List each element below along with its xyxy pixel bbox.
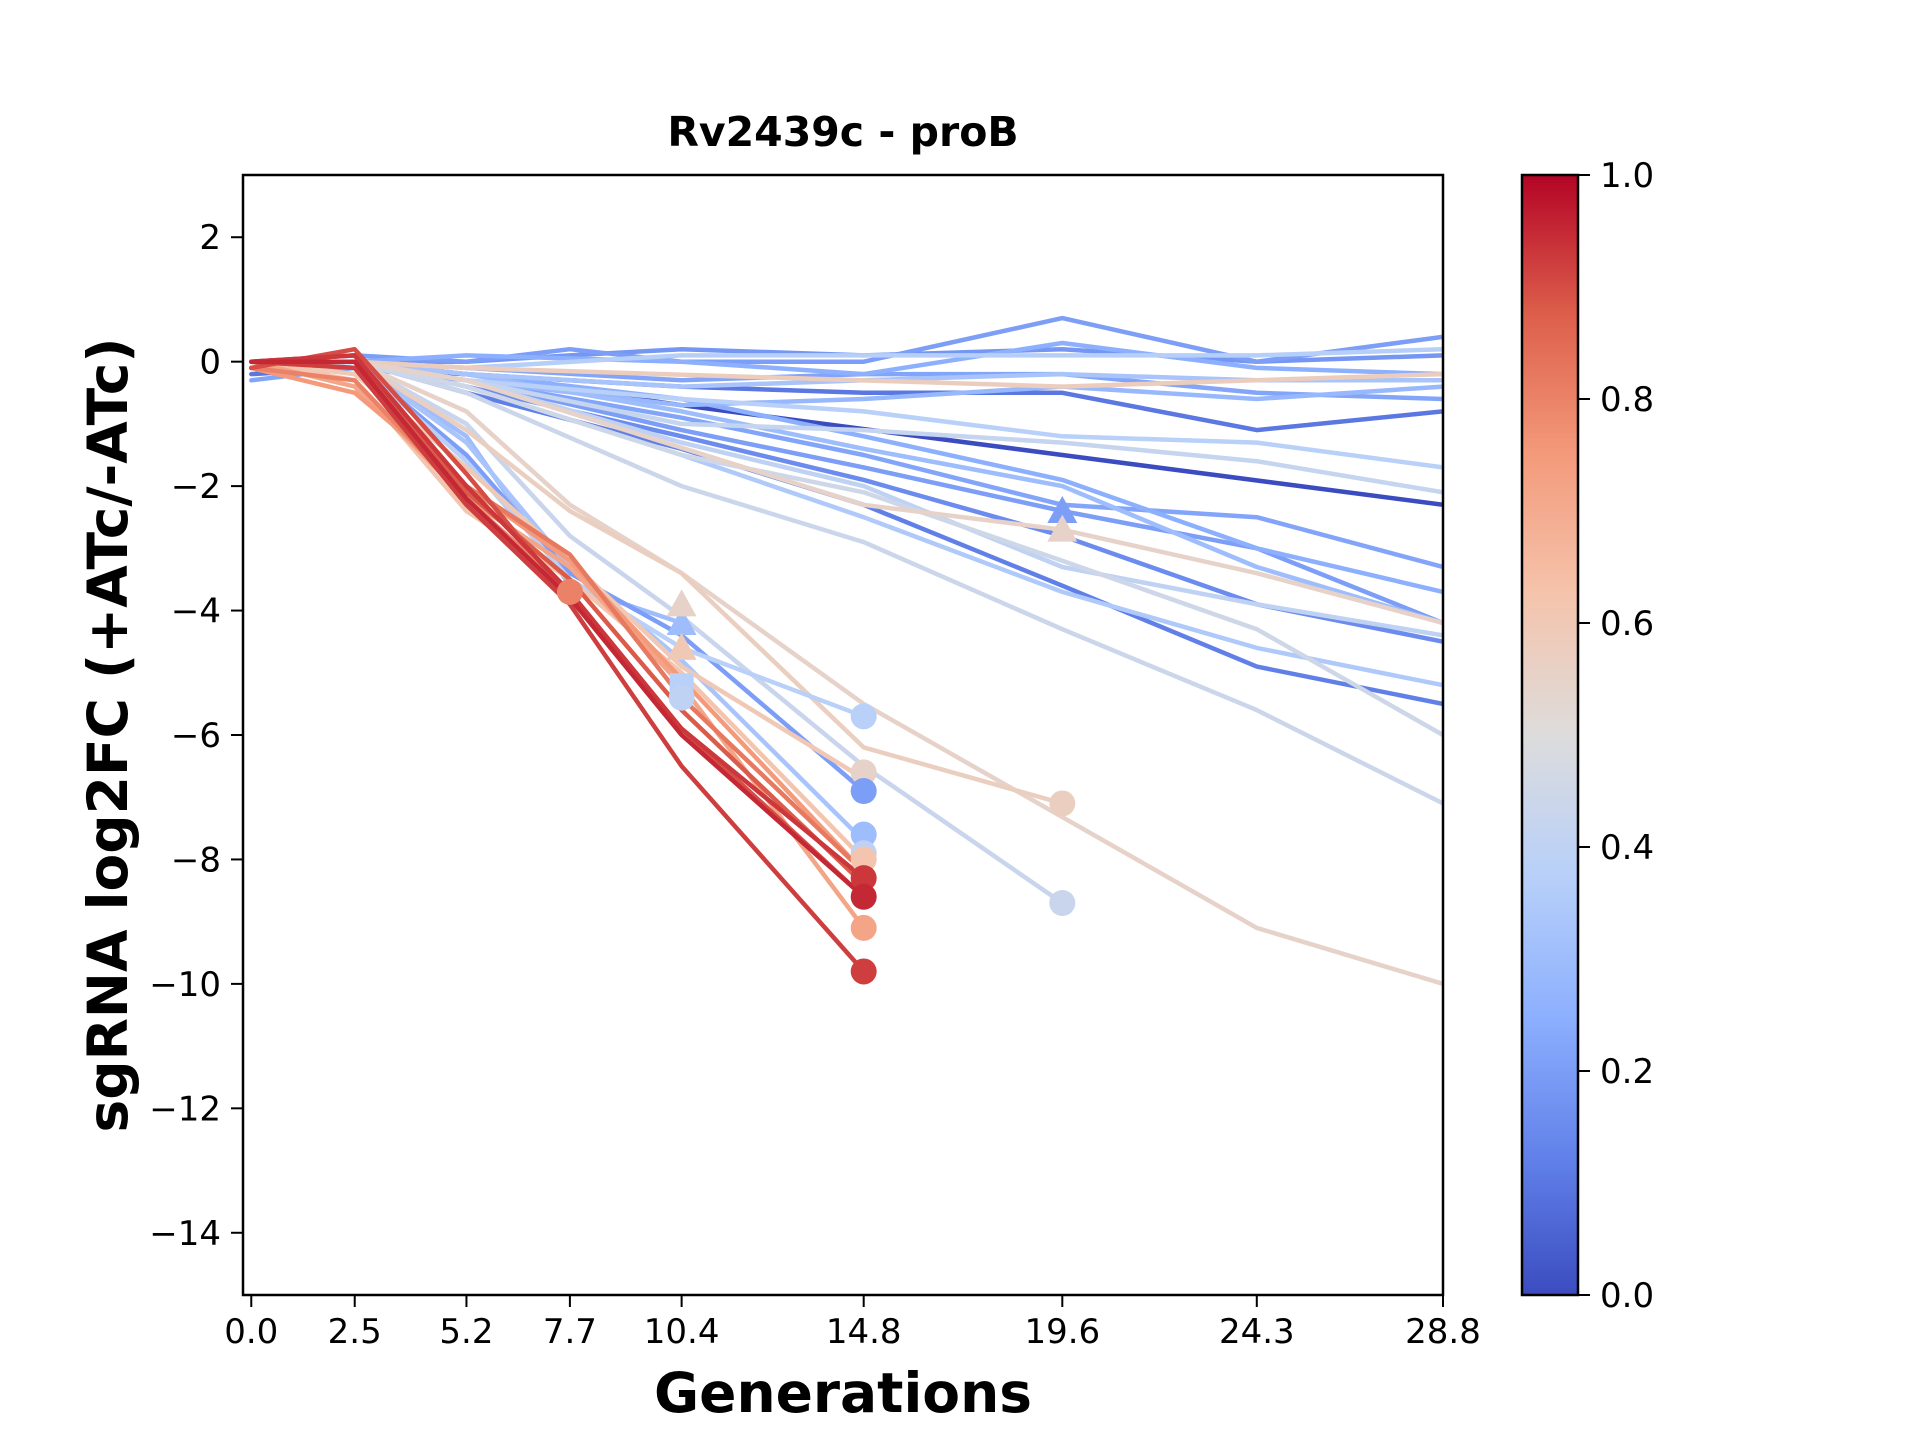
end-marker-circle [850, 778, 877, 804]
end-marker-triangle [666, 608, 697, 635]
end-marker-circle [668, 684, 695, 711]
end-marker-circle [1049, 790, 1076, 817]
y-tick-label: −8 [171, 840, 221, 880]
chart-title: Rv2439c - proB [667, 108, 1018, 156]
x-tick-label: 10.4 [644, 1312, 720, 1352]
y-tick-label: 0 [199, 343, 221, 383]
y-tick-label: −12 [149, 1089, 221, 1129]
colorbar-axis: 0.0 0.2 0.4 0.6 0.8 1.0 [1578, 156, 1654, 1316]
plot-frame [241, 173, 1445, 1297]
colorbar-tick-label: 0.6 [1600, 604, 1654, 644]
series-line [249, 353, 866, 881]
end-marker-circle [850, 914, 877, 941]
y-tick-label: 2 [199, 218, 221, 258]
x-tick-label: 28.8 [1405, 1312, 1481, 1352]
colorbar-tick-label: 0.0 [1600, 1276, 1654, 1316]
x-tick-label: 7.7 [543, 1312, 597, 1352]
end-marker-circle [1049, 890, 1076, 916]
end-marker-triangle [666, 632, 697, 660]
colorbar-tick-label: 0.2 [1600, 1052, 1654, 1092]
end-marker-triangle [666, 589, 697, 617]
colorbar-tick-label: 0.8 [1600, 380, 1654, 420]
end-marker-triangle [1047, 496, 1078, 523]
x-tick-label: 2.5 [328, 1312, 382, 1352]
x-tick-label: 19.6 [1024, 1312, 1100, 1352]
y-tick-label: −10 [149, 965, 221, 1005]
y-axis-title: sgRNA log2FC (+ATc/-ATc) [76, 337, 140, 1132]
end-marker-circle [850, 865, 877, 892]
end-marker-circle [850, 821, 877, 848]
y-axis: 2 0 −2 −4 −6 −8 −10 −12 −14 [149, 218, 243, 1254]
y-tick-label: −14 [149, 1214, 221, 1254]
end-marker-circle [850, 883, 877, 910]
y-tick-label: −4 [171, 592, 221, 632]
end-marker-circle [850, 846, 877, 873]
end-marker-circle [850, 703, 877, 730]
x-axis-title: Generations [654, 1361, 1032, 1425]
x-tick-label: 0.0 [224, 1312, 278, 1352]
end-marker-circle [850, 958, 877, 985]
series-line [249, 359, 866, 900]
y-tick-label: −6 [171, 716, 221, 756]
series-line [249, 359, 1065, 806]
end-marker-triangle [1047, 514, 1078, 542]
series-line [249, 359, 866, 974]
series-line [249, 365, 866, 875]
y-tick-label: −2 [171, 467, 221, 507]
end-marker-circle [850, 759, 877, 786]
x-tick-label: 5.2 [439, 1312, 493, 1352]
end-marker-circle [556, 578, 583, 605]
colorbar [1520, 173, 1580, 1297]
colorbar-tick-label: 1.0 [1600, 156, 1654, 196]
x-tick-label: 14.8 [826, 1312, 902, 1352]
colorbar-tick-label: 0.4 [1600, 828, 1654, 868]
x-tick-label: 24.3 [1219, 1312, 1295, 1352]
marker-layer [556, 496, 1078, 985]
series-layer [249, 315, 1443, 987]
x-axis: 0.0 2.5 5.2 7.7 10.4 14.8 19.6 24.3 28.8 [224, 1295, 1481, 1352]
series-line [249, 359, 866, 781]
